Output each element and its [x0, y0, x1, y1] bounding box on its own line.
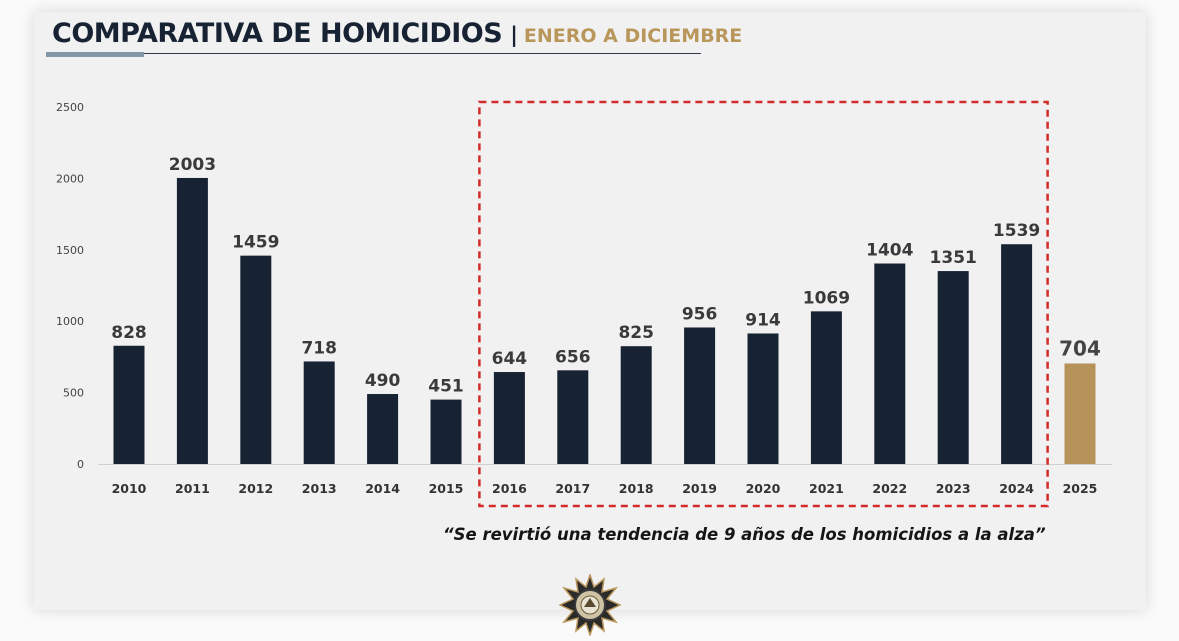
bar-2021	[810, 311, 842, 464]
data-label-2012: 1459	[232, 233, 279, 253]
bar-2024	[1001, 244, 1033, 464]
bar-2014	[367, 394, 399, 464]
bar-2013	[303, 361, 335, 464]
bar-2012	[240, 255, 272, 464]
title-underline	[46, 53, 701, 54]
bar-2025	[1064, 363, 1096, 464]
data-label-2016: 644	[492, 349, 528, 369]
data-label-2015: 451	[428, 377, 464, 397]
x-tick-label-2011: 2011	[175, 481, 210, 496]
x-tick-label-2018: 2018	[619, 481, 654, 496]
data-label-2019: 956	[682, 304, 718, 324]
x-tick-label-2013: 2013	[302, 481, 337, 496]
x-tick-label-2019: 2019	[682, 481, 717, 496]
bar-2016	[493, 372, 525, 464]
chart-title: COMPARATIVA DE HOMICIDIOS | ENERO A DICI…	[52, 18, 742, 56]
bar-2017	[557, 370, 589, 464]
data-label-2013: 718	[301, 338, 337, 358]
title-subtitle: ENERO A DICIEMBRE	[523, 25, 743, 47]
title-main: COMPARATIVA DE HOMICIDIOS	[52, 18, 503, 49]
police-badge-logo	[559, 574, 621, 636]
highlight-range-box	[478, 100, 1049, 508]
x-tick-label-2015: 2015	[429, 481, 464, 496]
data-label-2020: 914	[745, 310, 781, 330]
x-tick-label-2024: 2024	[999, 481, 1034, 496]
data-label-2023: 1351	[930, 248, 977, 268]
y-tick-label: 0	[77, 458, 84, 471]
x-tick-label-2023: 2023	[936, 481, 971, 496]
y-tick-label: 1000	[56, 315, 84, 328]
data-label-2025: 704	[1059, 336, 1101, 360]
y-tick-label: 2500	[56, 101, 84, 114]
bar-2022	[874, 263, 906, 464]
x-tick-label-2017: 2017	[555, 481, 590, 496]
data-label-2011: 2003	[169, 155, 216, 175]
bar-2020	[747, 333, 779, 464]
x-tick-label-2016: 2016	[492, 481, 527, 496]
y-tick-label: 2000	[56, 172, 84, 185]
badge-emblem	[584, 598, 596, 607]
data-label-2021: 1069	[803, 288, 850, 308]
bar-2011	[176, 177, 208, 464]
data-label-2024: 1539	[993, 221, 1040, 241]
data-label-2010: 828	[111, 323, 147, 343]
data-label-2018: 825	[618, 323, 654, 343]
x-tick-label-2010: 2010	[112, 481, 147, 496]
x-tick-label-2021: 2021	[809, 481, 844, 496]
y-tick-label: 500	[63, 387, 84, 400]
title-underline-accent	[46, 52, 144, 57]
x-tick-label-2025: 2025	[1063, 481, 1098, 496]
bar-2010	[113, 345, 145, 464]
quote-caption: “Se revirtió una tendencia de 9 años de …	[443, 525, 1046, 544]
y-tick-label: 1500	[56, 244, 84, 257]
data-label-2017: 656	[555, 347, 591, 367]
bar-2015	[430, 399, 462, 464]
x-tick-label-2012: 2012	[238, 481, 273, 496]
bar-2023	[937, 271, 969, 464]
data-label-2022: 1404	[866, 241, 913, 261]
x-tick-label-2022: 2022	[872, 481, 907, 496]
data-label-2014: 490	[365, 371, 401, 391]
x-tick-label-2020: 2020	[746, 481, 781, 496]
bar-2019	[684, 327, 716, 464]
bar-2018	[620, 346, 652, 464]
title-separator: |	[510, 23, 518, 47]
x-tick-label-2014: 2014	[365, 481, 400, 496]
